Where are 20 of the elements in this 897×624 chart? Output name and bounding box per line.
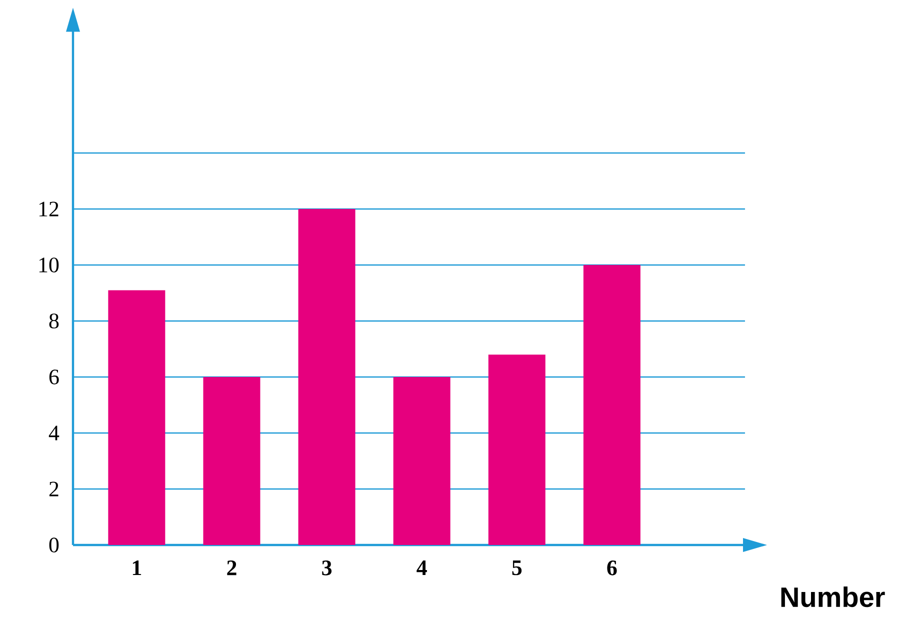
bar [583, 264, 640, 545]
y-tick-label: 0 [49, 538, 59, 552]
y-tick-label: 4 [48, 426, 60, 440]
y-tick-label: 8 [49, 314, 59, 328]
x-axis-title: Number [781, 586, 885, 608]
x-tick-label: 4 [416, 560, 427, 576]
y-tick-label: 6 [49, 370, 59, 384]
y-tick-label: 2 [49, 482, 58, 496]
y-tick-label: 12 [39, 202, 58, 216]
bar [203, 377, 260, 545]
bar [108, 290, 166, 545]
x-tick-label: 3 [322, 560, 332, 576]
bar [298, 208, 356, 545]
x-tick-label: 1 [132, 560, 142, 576]
y-tick-label: 10 [39, 258, 59, 272]
x-tick-label: 6 [607, 560, 617, 576]
bar [488, 354, 546, 545]
x-tick-label: 2 [227, 560, 236, 576]
x-tick-label: 5 [512, 560, 522, 576]
bar [393, 377, 450, 545]
